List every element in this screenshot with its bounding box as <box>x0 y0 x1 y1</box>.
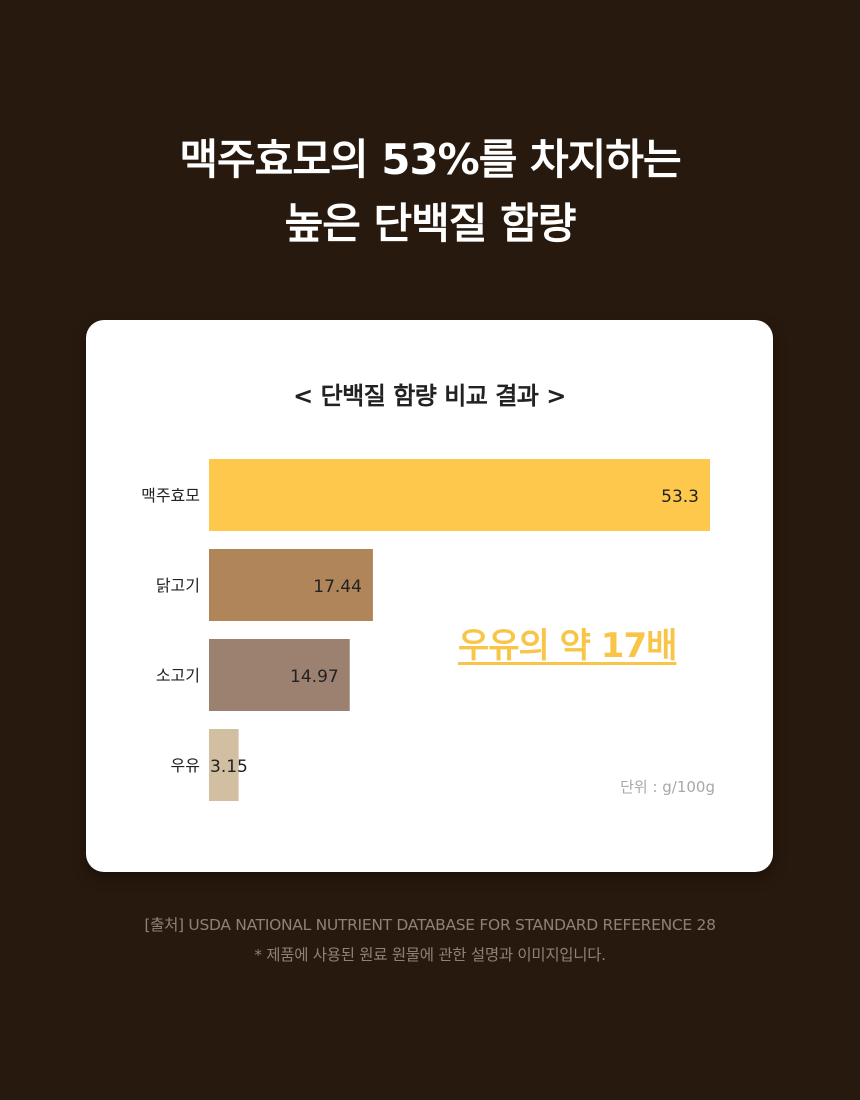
category-label: 우유 <box>171 756 200 775</box>
bar <box>209 639 350 711</box>
headline-line-2: 높은 단백질 함량 <box>284 199 577 248</box>
image-note: * 제품에 사용된 원료 원물에 관한 설명과 이미지입니다. <box>254 946 606 964</box>
bar <box>209 459 710 531</box>
headline-line-1: 맥주효모의 53%를 차지하는 <box>179 135 681 184</box>
chart-card: < 단백질 함량 비교 결과 > 맥주효모 53.3 닭고기 17.44 소고기 14.9… <box>86 320 773 872</box>
value-label: 53.3 <box>661 487 699 507</box>
source-citation: [출처] USDA NATIONAL NUTRIENT DATABASE FOR… <box>144 916 716 934</box>
comparison-annotation: 우유의 약 17배 <box>458 626 677 666</box>
unit-label: 단위 : g/100g <box>620 778 715 796</box>
bar <box>209 729 239 801</box>
category-label: 닭고기 <box>156 576 200 595</box>
bar-chart: 맥주효모 53.3 닭고기 17.44 소고기 14.97 우유 3.15 <box>141 459 710 801</box>
chart-title: < 단백질 함량 비교 결과 > <box>293 382 566 410</box>
value-label: 14.97 <box>290 667 339 687</box>
footer: [출처] USDA NATIONAL NUTRIENT DATABASE FOR… <box>0 910 860 970</box>
category-label: 맥주효모 <box>141 486 200 505</box>
category-label: 소고기 <box>156 666 200 685</box>
headline: 맥주효모의 53%를 차지하는 높은 단백질 함량 <box>0 128 860 256</box>
bar <box>209 549 373 621</box>
value-label: 3.15 <box>210 757 248 777</box>
value-label: 17.44 <box>313 577 362 597</box>
